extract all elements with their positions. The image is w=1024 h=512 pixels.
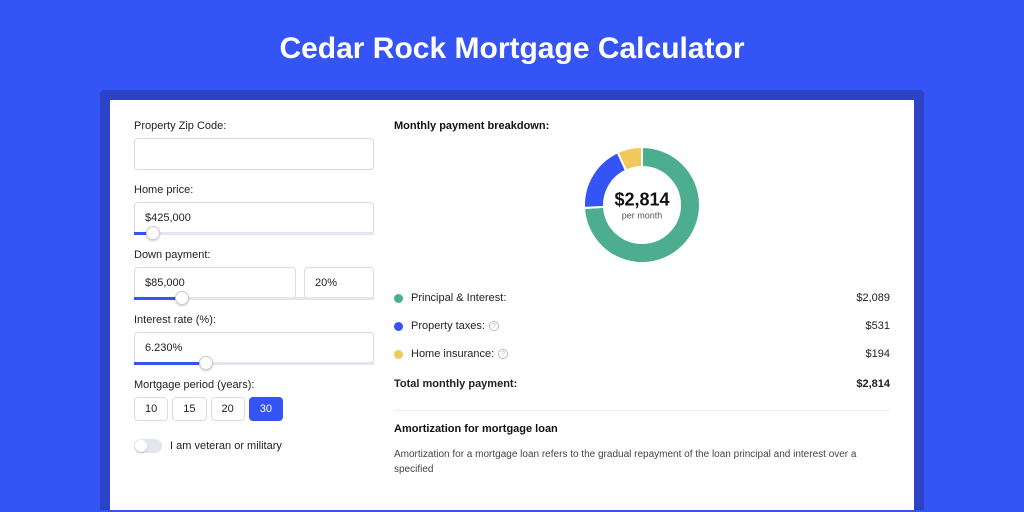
rate-input[interactable] [134,332,374,364]
rate-label: Interest rate (%): [134,314,374,326]
rate-slider[interactable] [134,362,374,365]
amort-title: Amortization for mortgage loan [394,423,890,435]
donut-center: $2,814 per month [614,190,669,221]
legend-dot [394,322,403,331]
breakdown-label: Property taxes:? [411,320,866,332]
breakdown-title: Monthly payment breakdown: [394,120,890,132]
zip-label: Property Zip Code: [134,120,374,132]
breakdown-value: $2,089 [856,292,890,304]
legend-dot [394,350,403,359]
period-btn-15[interactable]: 15 [172,397,206,421]
info-icon[interactable]: ? [489,321,499,331]
period-button-group: 10152030 [134,397,374,421]
zip-input[interactable] [134,138,374,170]
veteran-toggle[interactable] [134,439,162,453]
home-price-label: Home price: [134,184,374,196]
slider-thumb[interactable] [146,226,160,240]
breakdown-row: Property taxes:?$531 [394,312,890,340]
breakdown-value: $194 [866,348,890,360]
down-payment-slider[interactable] [134,297,374,300]
breakdown-label: Home insurance:? [411,348,866,360]
total-row: Total monthly payment: $2,814 [394,368,890,398]
down-payment-pct-input[interactable] [304,267,374,299]
breakdown-row: Principal & Interest:$2,089 [394,284,890,312]
slider-thumb[interactable] [175,291,189,305]
period-btn-20[interactable]: 20 [211,397,245,421]
home-price-input[interactable] [134,202,374,234]
card-outer-shadow: Property Zip Code: Home price: Down paym… [100,90,924,510]
period-btn-30[interactable]: 30 [249,397,283,421]
donut-amount: $2,814 [614,190,669,211]
info-icon[interactable]: ? [498,349,508,359]
total-value: $2,814 [856,378,890,390]
donut-sublabel: per month [614,211,669,221]
calculator-card: Property Zip Code: Home price: Down paym… [110,100,914,510]
toggle-knob [135,440,147,452]
breakdown-label: Principal & Interest: [411,292,856,304]
breakdown-value: $531 [866,320,890,332]
down-payment-input[interactable] [134,267,296,299]
breakdown-column: Monthly payment breakdown: $2,814 per mo… [394,120,890,510]
period-btn-10[interactable]: 10 [134,397,168,421]
home-price-slider[interactable] [134,232,374,235]
form-column: Property Zip Code: Home price: Down paym… [134,120,374,510]
breakdown-rows: Principal & Interest:$2,089Property taxe… [394,284,890,368]
total-label: Total monthly payment: [394,378,856,390]
donut-chart: $2,814 per month [581,144,703,266]
legend-dot [394,294,403,303]
breakdown-row: Home insurance:?$194 [394,340,890,368]
amort-body: Amortization for a mortgage loan refers … [394,447,890,477]
slider-thumb[interactable] [199,356,213,370]
page-title: Cedar Rock Mortgage Calculator [0,0,1024,90]
period-label: Mortgage period (years): [134,379,374,391]
divider [394,410,890,411]
veteran-label: I am veteran or military [170,440,282,452]
down-payment-label: Down payment: [134,249,374,261]
